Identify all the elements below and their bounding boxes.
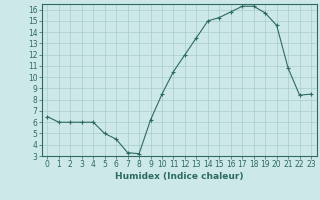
X-axis label: Humidex (Indice chaleur): Humidex (Indice chaleur) [115, 172, 244, 181]
